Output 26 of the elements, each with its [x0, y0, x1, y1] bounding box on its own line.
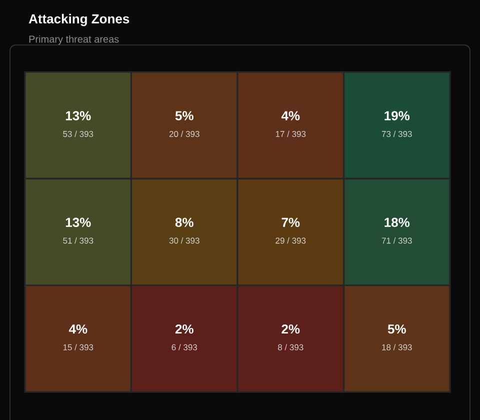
data-label: 13%	[66, 218, 91, 227]
annotation: 20 / 393	[169, 130, 200, 137]
annotation: 18 / 393	[382, 344, 412, 350]
annotation: 29 / 393	[276, 237, 306, 244]
data-label: 4%	[281, 111, 300, 120]
data-label: 5%	[175, 111, 194, 120]
annotation: 71 / 393	[382, 237, 412, 244]
data-label: 5%	[388, 324, 406, 334]
data-label: 18%	[384, 218, 410, 227]
data-label: 2%	[175, 324, 194, 334]
data-label: 2%	[282, 324, 300, 334]
chart-title: Attacking Zones	[28, 14, 130, 26]
annotation: 8 / 393	[278, 344, 304, 350]
chart-subtitle: Primary threat areas	[29, 35, 119, 45]
data-label: 13%	[66, 111, 91, 120]
data-label: 19%	[384, 111, 410, 120]
annotation: 15 / 393	[63, 344, 94, 350]
annotation: 53 / 393	[63, 130, 94, 137]
data-label: 4%	[68, 324, 88, 334]
annotation: 17 / 393	[276, 130, 306, 137]
annotation: 30 / 393	[169, 237, 200, 244]
data-label: 7%	[282, 218, 300, 227]
annotation: 6 / 393	[172, 344, 197, 350]
annotation: 51 / 393	[63, 237, 94, 244]
annotation: 73 / 393	[382, 130, 412, 137]
data-label: 8%	[175, 218, 194, 227]
